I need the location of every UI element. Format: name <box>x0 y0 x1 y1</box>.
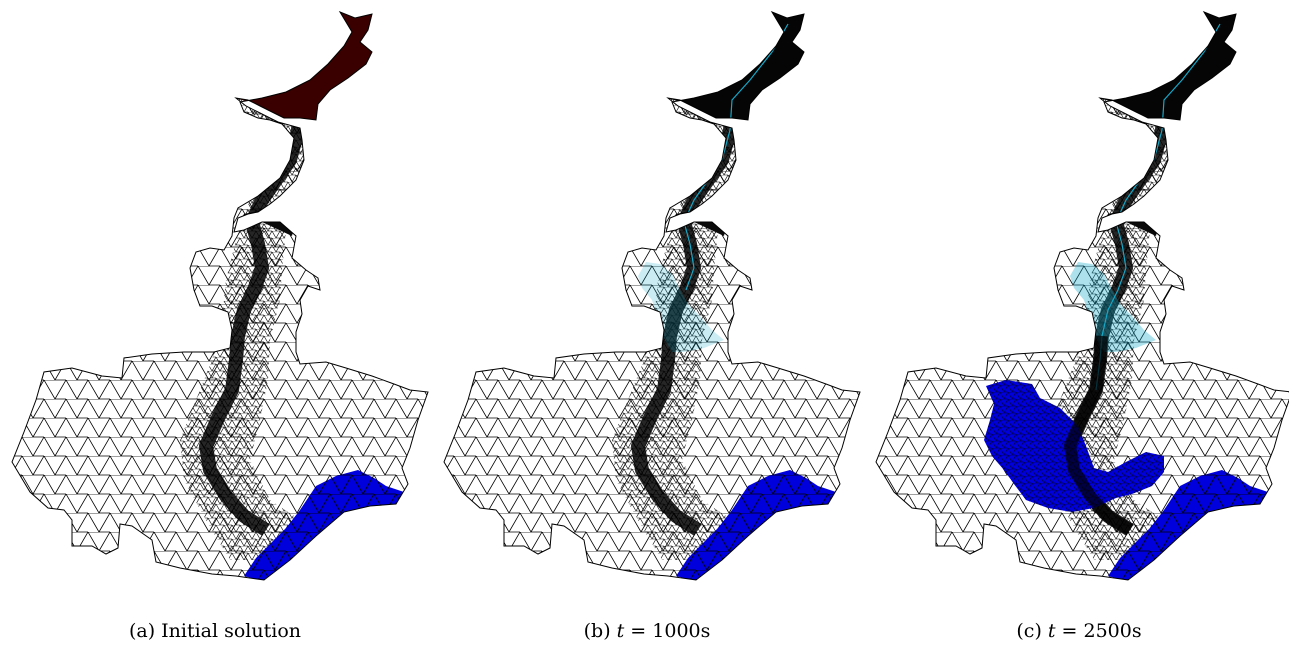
caption-math: t <box>1047 620 1056 642</box>
panel-t-2500s: (c) t = 2500s <box>864 0 1289 654</box>
coarse-mesh <box>12 12 428 580</box>
panel-initial-solution: (a) Initial solution <box>0 0 430 654</box>
domain-outline <box>11 10 429 581</box>
caption-text: Initial solution <box>161 620 302 642</box>
caption-label: (a) <box>128 620 156 642</box>
flooded-region-mesh <box>1108 470 1268 580</box>
river-channel-overlay <box>1063 335 1134 536</box>
fine-mesh <box>180 12 376 560</box>
panel-t-1000s: (b) t = 1000s <box>432 0 862 654</box>
wet-tint-region <box>1070 262 1156 352</box>
caption-rest: = 1000s <box>624 620 711 642</box>
flooded-region-mesh <box>676 470 836 580</box>
flooded-region-mesh <box>244 470 404 580</box>
upper-reservoir <box>1100 12 1236 120</box>
caption-math: t <box>616 620 625 642</box>
mid-reservoir <box>234 120 318 236</box>
coarse-mesh <box>444 12 860 580</box>
domain-outline <box>443 10 861 581</box>
fine-mesh <box>1044 12 1240 560</box>
wet-tint-region <box>638 262 724 352</box>
domain-outline <box>875 10 1289 581</box>
upper-reservoir <box>668 12 804 120</box>
caption-a: (a) Initial solution <box>0 620 430 642</box>
mesh-plot-b <box>443 10 861 581</box>
caption-label: (b) <box>583 620 611 642</box>
upper-reservoir <box>236 12 372 120</box>
mesh-domain <box>444 12 860 580</box>
mesh-domain <box>876 12 1289 580</box>
coarse-mesh <box>876 12 1289 580</box>
fine-mesh <box>612 12 808 560</box>
caption-c: (c) t = 2500s <box>864 620 1289 642</box>
caption-label: (c) <box>1016 620 1042 642</box>
caption-rest: = 2500s <box>1055 620 1142 642</box>
mid-reservoir <box>666 120 750 236</box>
mesh-plot-a <box>11 10 429 581</box>
mesh-plot-c <box>875 10 1289 581</box>
mesh-domain <box>12 12 428 580</box>
mid-reservoir <box>1098 120 1182 236</box>
wet-front-line <box>1095 23 1221 391</box>
caption-b: (b) t = 1000s <box>432 620 862 642</box>
